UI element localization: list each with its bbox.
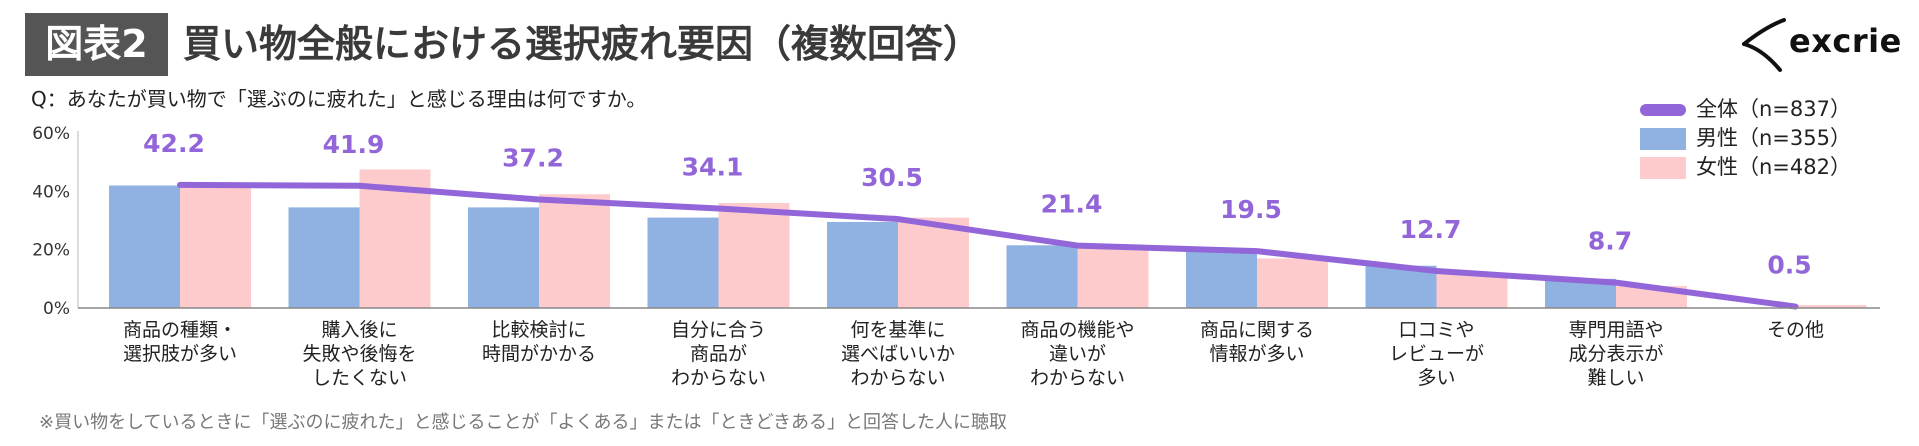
chart-title: 買い物全般における選択疲れ要因（複数回答）: [183, 22, 982, 66]
x-category-label: 自分に合う: [671, 319, 766, 341]
x-category-label: わからない: [1030, 367, 1125, 389]
x-category-label: レビューが: [1389, 343, 1484, 365]
data-label-total: 37.2: [502, 144, 564, 173]
bar-male: [1365, 265, 1437, 308]
legend-label-female: 女性（n=482）: [1696, 155, 1851, 179]
bar-female: [180, 186, 251, 308]
x-category-label: 何を基準に: [850, 319, 945, 341]
brand-logo: excrie: [1740, 14, 1910, 74]
x-category-label: 商品が: [690, 343, 747, 365]
x-category-label: わからない: [671, 367, 766, 389]
y-tick-label: 20%: [32, 241, 70, 261]
data-label-total: 12.7: [1400, 215, 1462, 244]
x-swoosh-icon: [1742, 18, 1786, 72]
data-label-total: 19.5: [1220, 195, 1282, 224]
x-category-label: 商品に関する: [1200, 319, 1314, 341]
x-category-label: 時間がかかる: [482, 343, 596, 365]
bar-male: [1006, 245, 1078, 308]
x-category-label: したくない: [312, 367, 407, 389]
legend-label-total: 全体（n=837）: [1696, 97, 1851, 121]
x-category-label: 選択肢が多い: [123, 343, 237, 365]
bar-male: [1186, 251, 1257, 308]
y-tick-label: 60%: [32, 124, 70, 144]
legend-swatch-total: [1640, 104, 1686, 116]
survey-question: Q：あなたが買い物で「選ぶのに疲れた」と感じる理由は何ですか。: [31, 87, 647, 111]
bar-female: [1436, 273, 1508, 308]
data-label-total: 30.5: [861, 163, 923, 192]
bar-male: [288, 207, 360, 308]
bar-male: [468, 207, 539, 308]
x-category-label: 難しい: [1587, 367, 1644, 389]
data-label-total: 41.9: [323, 130, 385, 159]
x-category-label: 多い: [1417, 367, 1455, 389]
legend-swatch-female: [1640, 157, 1686, 179]
bar-male: [109, 185, 180, 308]
brand-logo-text: excrie: [1789, 22, 1902, 60]
line-total: [177, 181, 1799, 310]
bar-female: [898, 217, 969, 308]
y-tick-label: 0%: [43, 299, 70, 319]
data-label-total: 8.7: [1588, 227, 1632, 256]
x-category-label: 失敗や後悔を: [302, 343, 416, 365]
y-tick-label: 40%: [32, 182, 70, 202]
x-category-label: その他: [1767, 319, 1824, 341]
bar-female: [1257, 258, 1328, 308]
data-label-total: 42.2: [143, 129, 205, 158]
bar-female: [718, 203, 790, 308]
x-category-label: 比較検討に: [491, 319, 586, 341]
bar-female: [1795, 305, 1867, 308]
x-category-label: 購入後に: [321, 319, 397, 341]
x-category-label: 情報が多い: [1209, 343, 1304, 365]
legend-label-male: 男性（n=355）: [1696, 126, 1851, 150]
data-label-total: 21.4: [1041, 190, 1103, 219]
x-category-label: 口コミや: [1398, 319, 1474, 341]
data-label-total: 34.1: [682, 153, 744, 182]
x-category-label: 違いが: [1049, 343, 1106, 365]
bar-female: [1077, 246, 1149, 308]
x-category-label: わからない: [850, 367, 945, 389]
figure-badge: 図表2: [25, 13, 168, 76]
bar-male: [647, 217, 719, 308]
bar-female: [539, 194, 610, 308]
data-label-total: 0.5: [1767, 251, 1811, 280]
x-category-label: 商品の種類・: [123, 319, 237, 341]
legend-swatch-male: [1640, 128, 1686, 150]
x-category-label: 専門用語や: [1568, 319, 1663, 341]
x-category-label: 選べばいいか: [841, 343, 955, 365]
footnote: ※買い物をしているときに「選ぶのに疲れた」と感じることが「よくある」または「とき…: [39, 412, 1007, 433]
x-category-label: 商品の機能や: [1020, 319, 1134, 341]
x-category-label: 成分表示が: [1568, 343, 1663, 365]
bar-male: [827, 221, 898, 308]
